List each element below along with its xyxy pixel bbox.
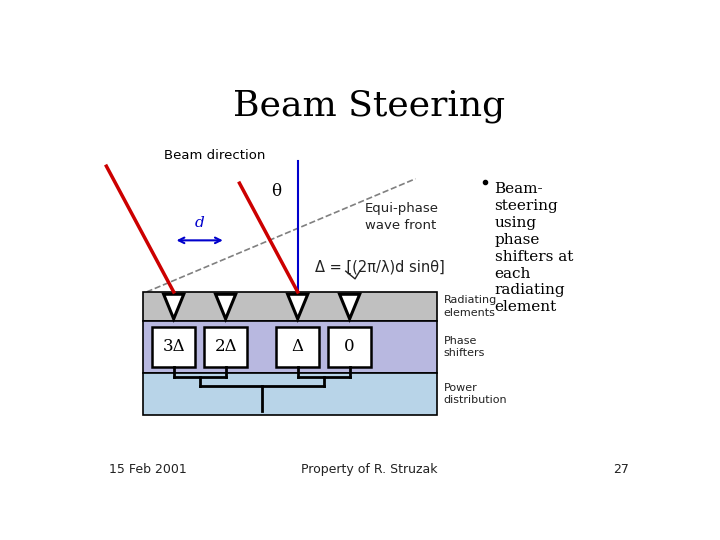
Text: Beam direction: Beam direction xyxy=(164,149,266,162)
Text: element: element xyxy=(495,300,557,314)
Text: 2Δ: 2Δ xyxy=(215,338,237,355)
Text: Δ = [(2π/λ)d sinθ]: Δ = [(2π/λ)d sinθ] xyxy=(315,259,444,274)
Text: θ: θ xyxy=(271,184,281,200)
Text: 27: 27 xyxy=(613,463,629,476)
Text: 3Δ: 3Δ xyxy=(163,338,185,355)
Text: Beam-: Beam- xyxy=(495,182,543,196)
Text: Phase
shifters: Phase shifters xyxy=(444,336,485,358)
Text: phase: phase xyxy=(495,233,540,247)
Text: 0: 0 xyxy=(344,338,355,355)
Text: Equi-phase
wave front: Equi-phase wave front xyxy=(365,202,439,232)
Polygon shape xyxy=(340,294,360,319)
Text: Δ: Δ xyxy=(292,338,304,355)
Text: steering: steering xyxy=(495,199,558,213)
Text: 15 Feb 2001: 15 Feb 2001 xyxy=(109,463,187,476)
Text: using: using xyxy=(495,215,536,230)
Text: shifters at: shifters at xyxy=(495,249,573,264)
Polygon shape xyxy=(287,294,307,319)
Text: radiating: radiating xyxy=(495,284,565,298)
Polygon shape xyxy=(215,294,235,319)
Text: Property of R. Struzak: Property of R. Struzak xyxy=(301,463,437,476)
Bar xyxy=(204,327,247,367)
Bar xyxy=(143,321,437,373)
Text: Beam Steering: Beam Steering xyxy=(233,90,505,124)
Text: d: d xyxy=(195,217,204,231)
Text: Radiating
elements: Radiating elements xyxy=(444,295,497,318)
Bar xyxy=(143,292,437,321)
Bar xyxy=(153,327,195,367)
Bar xyxy=(276,327,319,367)
Bar xyxy=(143,373,437,415)
Polygon shape xyxy=(163,294,184,319)
Text: Power
distribution: Power distribution xyxy=(444,383,507,405)
Bar xyxy=(328,327,371,367)
Text: each: each xyxy=(495,267,531,281)
